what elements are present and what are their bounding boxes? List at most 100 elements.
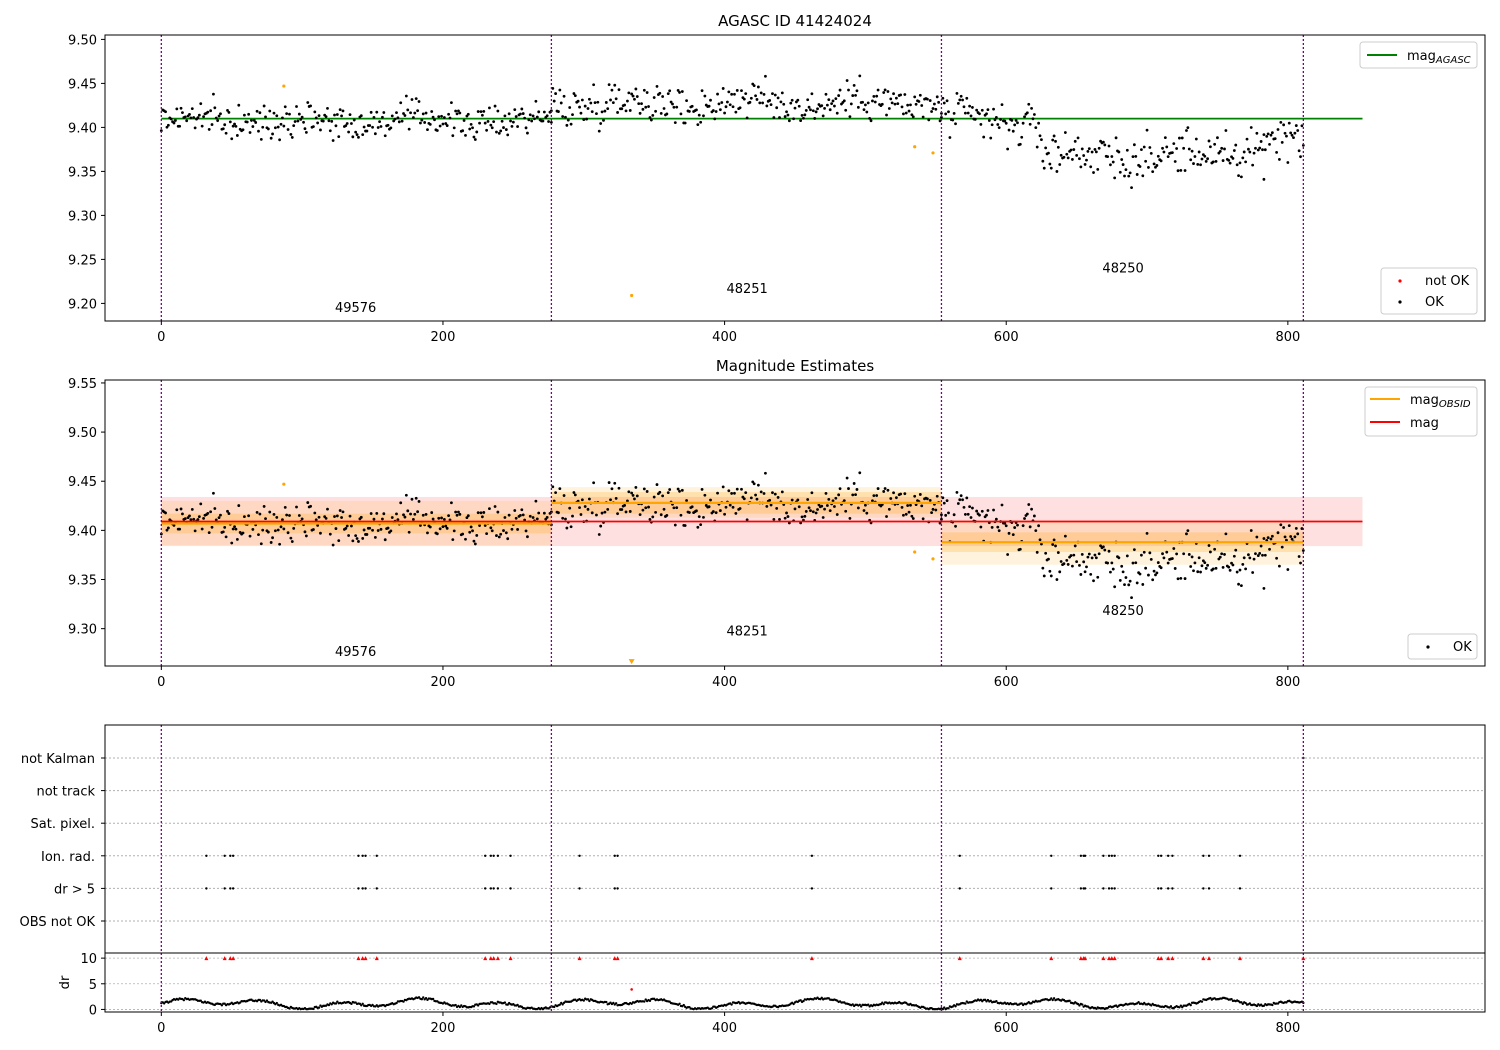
ok-point [727,90,731,94]
dr-point [503,1001,507,1004]
flag-point [484,887,487,890]
ok-point [226,509,229,513]
ok-point [537,110,541,114]
ok-point [624,510,628,514]
dr-point [1241,1002,1244,1006]
ok-point [461,532,465,536]
ok-point [1097,146,1101,150]
ok-point [268,510,272,514]
ok-point [328,532,332,536]
ok-point [451,134,455,138]
ok-point [551,86,555,90]
ok-point [1093,148,1097,151]
x-tick-label: 0 [157,675,165,690]
ok-point [880,102,884,106]
dr-point [682,1003,685,1007]
ok-point [824,491,828,495]
ok-point [199,102,203,106]
ok-point [935,494,939,498]
ok-point [361,133,365,137]
ok-point [489,123,493,127]
dr-over-limit-marker [1107,956,1112,961]
ok-point [707,104,711,108]
dr-point [820,996,823,1000]
ok-point [1018,547,1022,551]
ok-point [666,491,670,495]
ok-point [228,120,232,124]
ok-point [1200,157,1204,161]
ok-point [1130,186,1133,190]
ok-point [918,93,922,97]
ok-point [588,497,591,501]
ok-point [858,471,862,475]
ok-point [1276,531,1280,535]
flag-point [357,854,360,857]
ok-point [409,111,412,115]
ok-point [210,123,214,126]
ok-point [855,89,859,93]
ok-point [1010,119,1014,122]
ok-point [448,116,452,120]
x-tick-label: 200 [431,1021,456,1036]
ok-point [1241,562,1245,566]
ok-point [292,124,296,127]
ok-point [965,496,969,500]
ok-point [588,97,591,101]
dr-point [802,999,805,1003]
ok-point [633,97,636,101]
ok-point [726,100,729,104]
ok-point [713,117,717,121]
ok-point [944,112,948,116]
ok-point [714,110,718,113]
ok-point [994,115,998,119]
ok-point [200,527,204,531]
legend-not-ok-label: not OK [1425,274,1470,289]
ok-point [164,511,167,515]
ok-point [593,101,597,104]
ok-point [963,513,967,516]
ok-point [651,113,655,117]
y-tick-label: 9.30 [68,623,97,638]
ok-point [279,525,283,529]
ok-point [1209,145,1212,149]
flag-point [1238,854,1242,857]
ok-point [469,122,473,126]
ok-point [1165,145,1169,149]
ok-point [193,126,197,130]
suspect-point [931,557,935,561]
ok-point [890,101,894,105]
ok-point [1211,567,1215,571]
ok-point [1247,147,1250,151]
ok-point [989,136,993,140]
ok-point [745,116,749,120]
ok-point [1072,148,1076,151]
ok-point [485,128,489,132]
dr-point [867,1003,870,1006]
ok-point [373,535,377,539]
ok-point [987,119,991,122]
ok-point [537,511,541,515]
ok-point [217,114,221,118]
ok-point [1011,129,1015,133]
ok-point [431,517,435,521]
ok-point [986,509,990,512]
legend-ok-label-2: OK [1453,640,1472,655]
ok-point [1213,547,1217,551]
ok-point [797,104,801,108]
dr-point [1052,997,1056,1000]
ok-point [1221,159,1225,162]
ok-point [1161,552,1164,556]
ok-point [940,517,943,521]
ok-point [286,128,290,131]
flag-point [231,854,235,857]
ok-point [1086,149,1090,153]
ok-point [1239,175,1243,179]
ok-point [1056,551,1060,554]
ok-point [1234,548,1238,552]
ok-point [252,119,256,122]
ok-point [164,110,167,114]
ok-point [500,119,504,123]
ok-point [258,512,262,516]
ok-point [466,514,470,518]
